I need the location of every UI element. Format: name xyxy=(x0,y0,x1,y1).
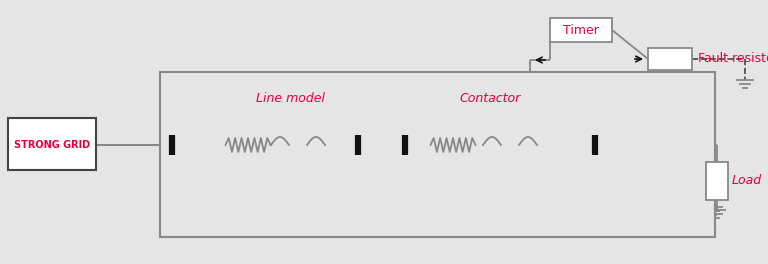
Text: STRONG GRID: STRONG GRID xyxy=(14,140,90,150)
Bar xyxy=(160,72,715,237)
Text: Line model: Line model xyxy=(256,92,325,105)
Bar xyxy=(550,18,612,42)
Text: Timer: Timer xyxy=(563,23,599,36)
Bar xyxy=(706,162,728,200)
Text: Load: Load xyxy=(732,175,762,187)
Text: Fault resistor: Fault resistor xyxy=(698,53,768,65)
Text: Contactor: Contactor xyxy=(459,92,521,105)
Bar xyxy=(8,118,96,170)
Bar xyxy=(648,48,692,70)
